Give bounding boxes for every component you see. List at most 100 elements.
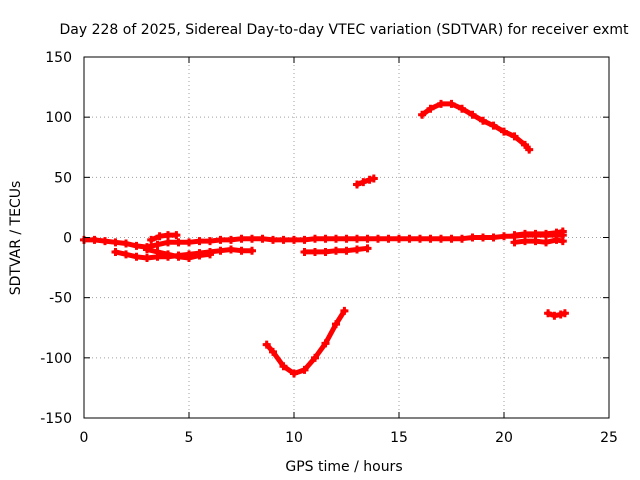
x-tick-label: 20 (495, 430, 513, 446)
y-tick-label: 100 (45, 110, 72, 126)
y-tick-label: 150 (45, 50, 72, 66)
y-axis-label: SDTVAR / TECUs (8, 181, 24, 296)
data-point (369, 174, 378, 183)
x-tick-label: 10 (285, 430, 303, 446)
data-point (426, 234, 435, 243)
data-point (416, 234, 424, 243)
data-series (80, 99, 569, 378)
data-point (111, 238, 120, 247)
data-point (332, 246, 340, 255)
data-point (269, 347, 277, 356)
data-point (262, 340, 271, 349)
data-point (185, 253, 193, 262)
data-point (311, 234, 319, 243)
data-point (122, 239, 130, 248)
data-point (363, 244, 372, 253)
x-tick-label: 0 (80, 430, 89, 446)
x-tick-label: 25 (600, 430, 618, 446)
data-point (195, 251, 204, 260)
data-point (531, 237, 540, 246)
data-point (164, 250, 172, 259)
data-point (155, 232, 164, 241)
data-point (216, 246, 225, 255)
data-point (479, 116, 487, 125)
data-point (521, 140, 529, 149)
data-point (153, 240, 162, 249)
data-point (458, 234, 466, 243)
data-point (525, 145, 534, 154)
data-point (447, 99, 456, 108)
data-point (143, 253, 151, 262)
data-point (447, 234, 456, 243)
data-point (111, 247, 120, 256)
data-point (174, 252, 183, 261)
data-point (500, 232, 508, 241)
data-point (395, 234, 403, 243)
data-point (300, 365, 309, 374)
data-point (164, 231, 172, 240)
data-point (437, 99, 445, 108)
data-point (321, 339, 330, 348)
data-point (342, 234, 351, 243)
y-tick-label: -100 (40, 351, 72, 367)
data-point (489, 121, 498, 130)
data-point (510, 238, 519, 247)
data-point (521, 229, 529, 238)
data-point (468, 233, 477, 242)
data-point (359, 178, 368, 187)
series-line (419, 101, 532, 153)
data-point (216, 235, 225, 244)
data-point (437, 234, 445, 243)
chart-title: Day 228 of 2025, Sidereal Day-to-day VTE… (60, 22, 630, 38)
y-tick-label: 0 (63, 231, 72, 247)
data-point (279, 235, 288, 244)
data-point (311, 353, 319, 362)
data-point (206, 237, 214, 246)
data-point (248, 234, 256, 243)
x-tick-label: 5 (185, 430, 194, 446)
data-point (122, 250, 130, 259)
data-point (542, 229, 550, 238)
data-point (363, 234, 372, 243)
data-point (206, 250, 214, 259)
y-tick-label: -150 (40, 411, 72, 427)
x-tick-label: 15 (390, 430, 408, 446)
y-tick-label: -50 (49, 291, 72, 307)
data-point (405, 234, 414, 243)
data-point (544, 309, 553, 318)
data-point (172, 231, 181, 240)
data-point (237, 234, 246, 243)
data-point (418, 110, 427, 119)
data-point (185, 238, 193, 247)
data-point (101, 237, 109, 246)
data-point (510, 132, 519, 141)
data-point (374, 234, 382, 243)
data-point (332, 320, 340, 329)
data-point (153, 247, 162, 256)
data-point (353, 234, 361, 243)
data-point (143, 245, 151, 254)
data-point (132, 252, 141, 261)
data-point (342, 246, 351, 255)
y-tick-label: 50 (54, 170, 72, 186)
data-point (479, 233, 487, 242)
data-point (558, 237, 567, 246)
x-axis-label: GPS time / hours (285, 459, 402, 475)
data-point (300, 247, 309, 256)
data-point (147, 235, 156, 244)
data-point (90, 235, 99, 244)
data-point (300, 235, 309, 244)
data-point (311, 247, 319, 256)
data-point (290, 235, 298, 244)
data-point (321, 234, 330, 243)
data-point (290, 369, 298, 378)
data-point (237, 246, 246, 255)
data-point (384, 234, 393, 243)
data-point (248, 246, 256, 255)
axis-ticks: 0 5 10 15 20 25 -150 -100 -50 0 50 100 150 (40, 50, 618, 446)
data-point (227, 245, 235, 254)
data-point (132, 241, 141, 250)
data-point (510, 231, 519, 240)
data-point (227, 235, 235, 244)
